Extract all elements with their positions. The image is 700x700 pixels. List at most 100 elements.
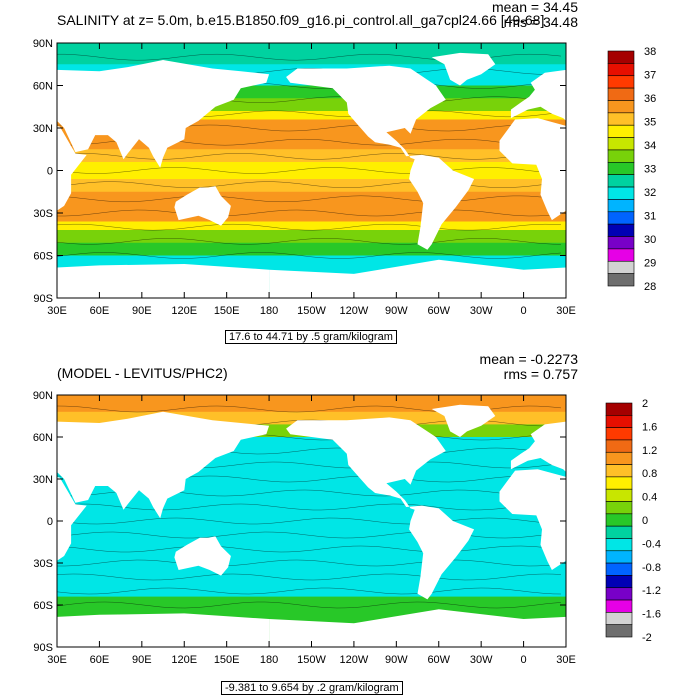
salinity-panel: SALINITY at z= 5.0m, b.e15.B1850.f09_g16… [33,0,700,344]
colorbar-label: -1.6 [642,609,661,621]
colorbar-cell [605,415,633,428]
lon-label: 0 [521,654,527,666]
lat-label: 60S [33,251,53,263]
colorbar-cell [607,100,635,114]
field-band [57,238,566,244]
field-band [57,474,566,480]
colorbar-label: 1.2 [642,445,657,457]
colorbar-cell [607,223,635,237]
field-band [57,483,566,488]
field-band [57,64,566,69]
contour-line [57,559,562,567]
lat-label: 30N [33,474,53,486]
field-band [57,537,566,543]
contour-line [57,587,562,595]
field-band [57,145,566,150]
colorbar-label: -0.4 [642,538,661,550]
colorbar-cell [607,87,635,101]
colorbar-label: 2 [642,398,648,410]
field-band [57,251,566,256]
field-band [57,230,566,235]
field-band [57,200,566,205]
colorbar-cell [605,488,633,502]
colorbar-cell [605,612,633,625]
field-band [57,411,566,417]
lon-label: 60W [427,305,450,317]
colorbar-cell [607,211,635,225]
lat-label: 90S [33,293,53,305]
field-band [57,234,566,239]
lat-label: 60N [33,432,53,444]
lat-label: 90N [33,38,53,50]
land-australia [174,186,231,226]
colorbar-label: 35 [644,117,656,129]
field-band [57,247,566,252]
lat-label: 90N [33,390,53,402]
land-americas [286,417,475,600]
land-americas [286,65,475,250]
contour-line [57,252,562,259]
colorbar-label: 30 [644,234,656,246]
colorbar-label: -2 [642,632,652,644]
colorbar-label: 34 [644,140,656,152]
lon-label: 60W [427,654,450,666]
lon-label: 120W [340,305,369,317]
colorbar-cell [605,525,633,539]
field-band [57,500,566,505]
lon-label: 150W [297,654,326,666]
colorbar-label: 0.8 [642,468,657,480]
land-antarctica [57,264,270,298]
colorbar-cell [605,513,633,527]
land-africa [499,118,566,221]
field-band [57,115,566,120]
field-band [57,525,566,530]
field-band [57,592,566,598]
contour-line [57,517,562,525]
lon-label: 90E [132,305,152,317]
colorbar-cell [605,562,633,576]
colorbar-cell [605,451,633,465]
field-band [57,416,566,421]
field-band [57,546,566,551]
lon-label: 90W [385,654,408,666]
colorbar-cell [605,575,633,589]
field-band [57,196,566,201]
lon-label: 60E [90,654,110,666]
field-band [57,407,566,413]
field-band [57,605,566,610]
field-band [57,609,566,614]
lon-label: 120W [340,654,369,666]
field-band [57,157,566,163]
field-band [57,596,566,602]
lon-label: 90W [385,305,408,317]
land-australia [683,186,700,226]
field-band [57,123,566,129]
field-band [57,491,566,497]
colorbar-label: 31 [644,211,656,223]
lat-label: 0 [47,516,53,528]
field-band [57,441,566,446]
field-band [57,225,566,231]
colorbar-cell [607,186,635,200]
field-band [57,128,566,133]
colorbar-cell [607,63,635,77]
colorbar-cell [607,137,635,151]
field-band [57,179,566,184]
colorbar-cell [605,538,633,552]
field-band [57,470,566,476]
lon-label: 30E [556,654,576,666]
lat-label: 60S [33,600,53,612]
colorbar-label: 33 [644,164,656,176]
lon-label: 150W [297,305,326,317]
field-band [57,102,566,108]
field-band [57,187,566,193]
colorbar-cell [605,599,633,613]
field-band [57,204,566,210]
colorbar-cell [607,248,635,262]
field-band [57,47,566,52]
field-band [57,55,566,61]
field-band [57,106,566,112]
field-band [57,529,566,535]
field-band [57,162,566,167]
lon-label: 60E [90,305,110,317]
